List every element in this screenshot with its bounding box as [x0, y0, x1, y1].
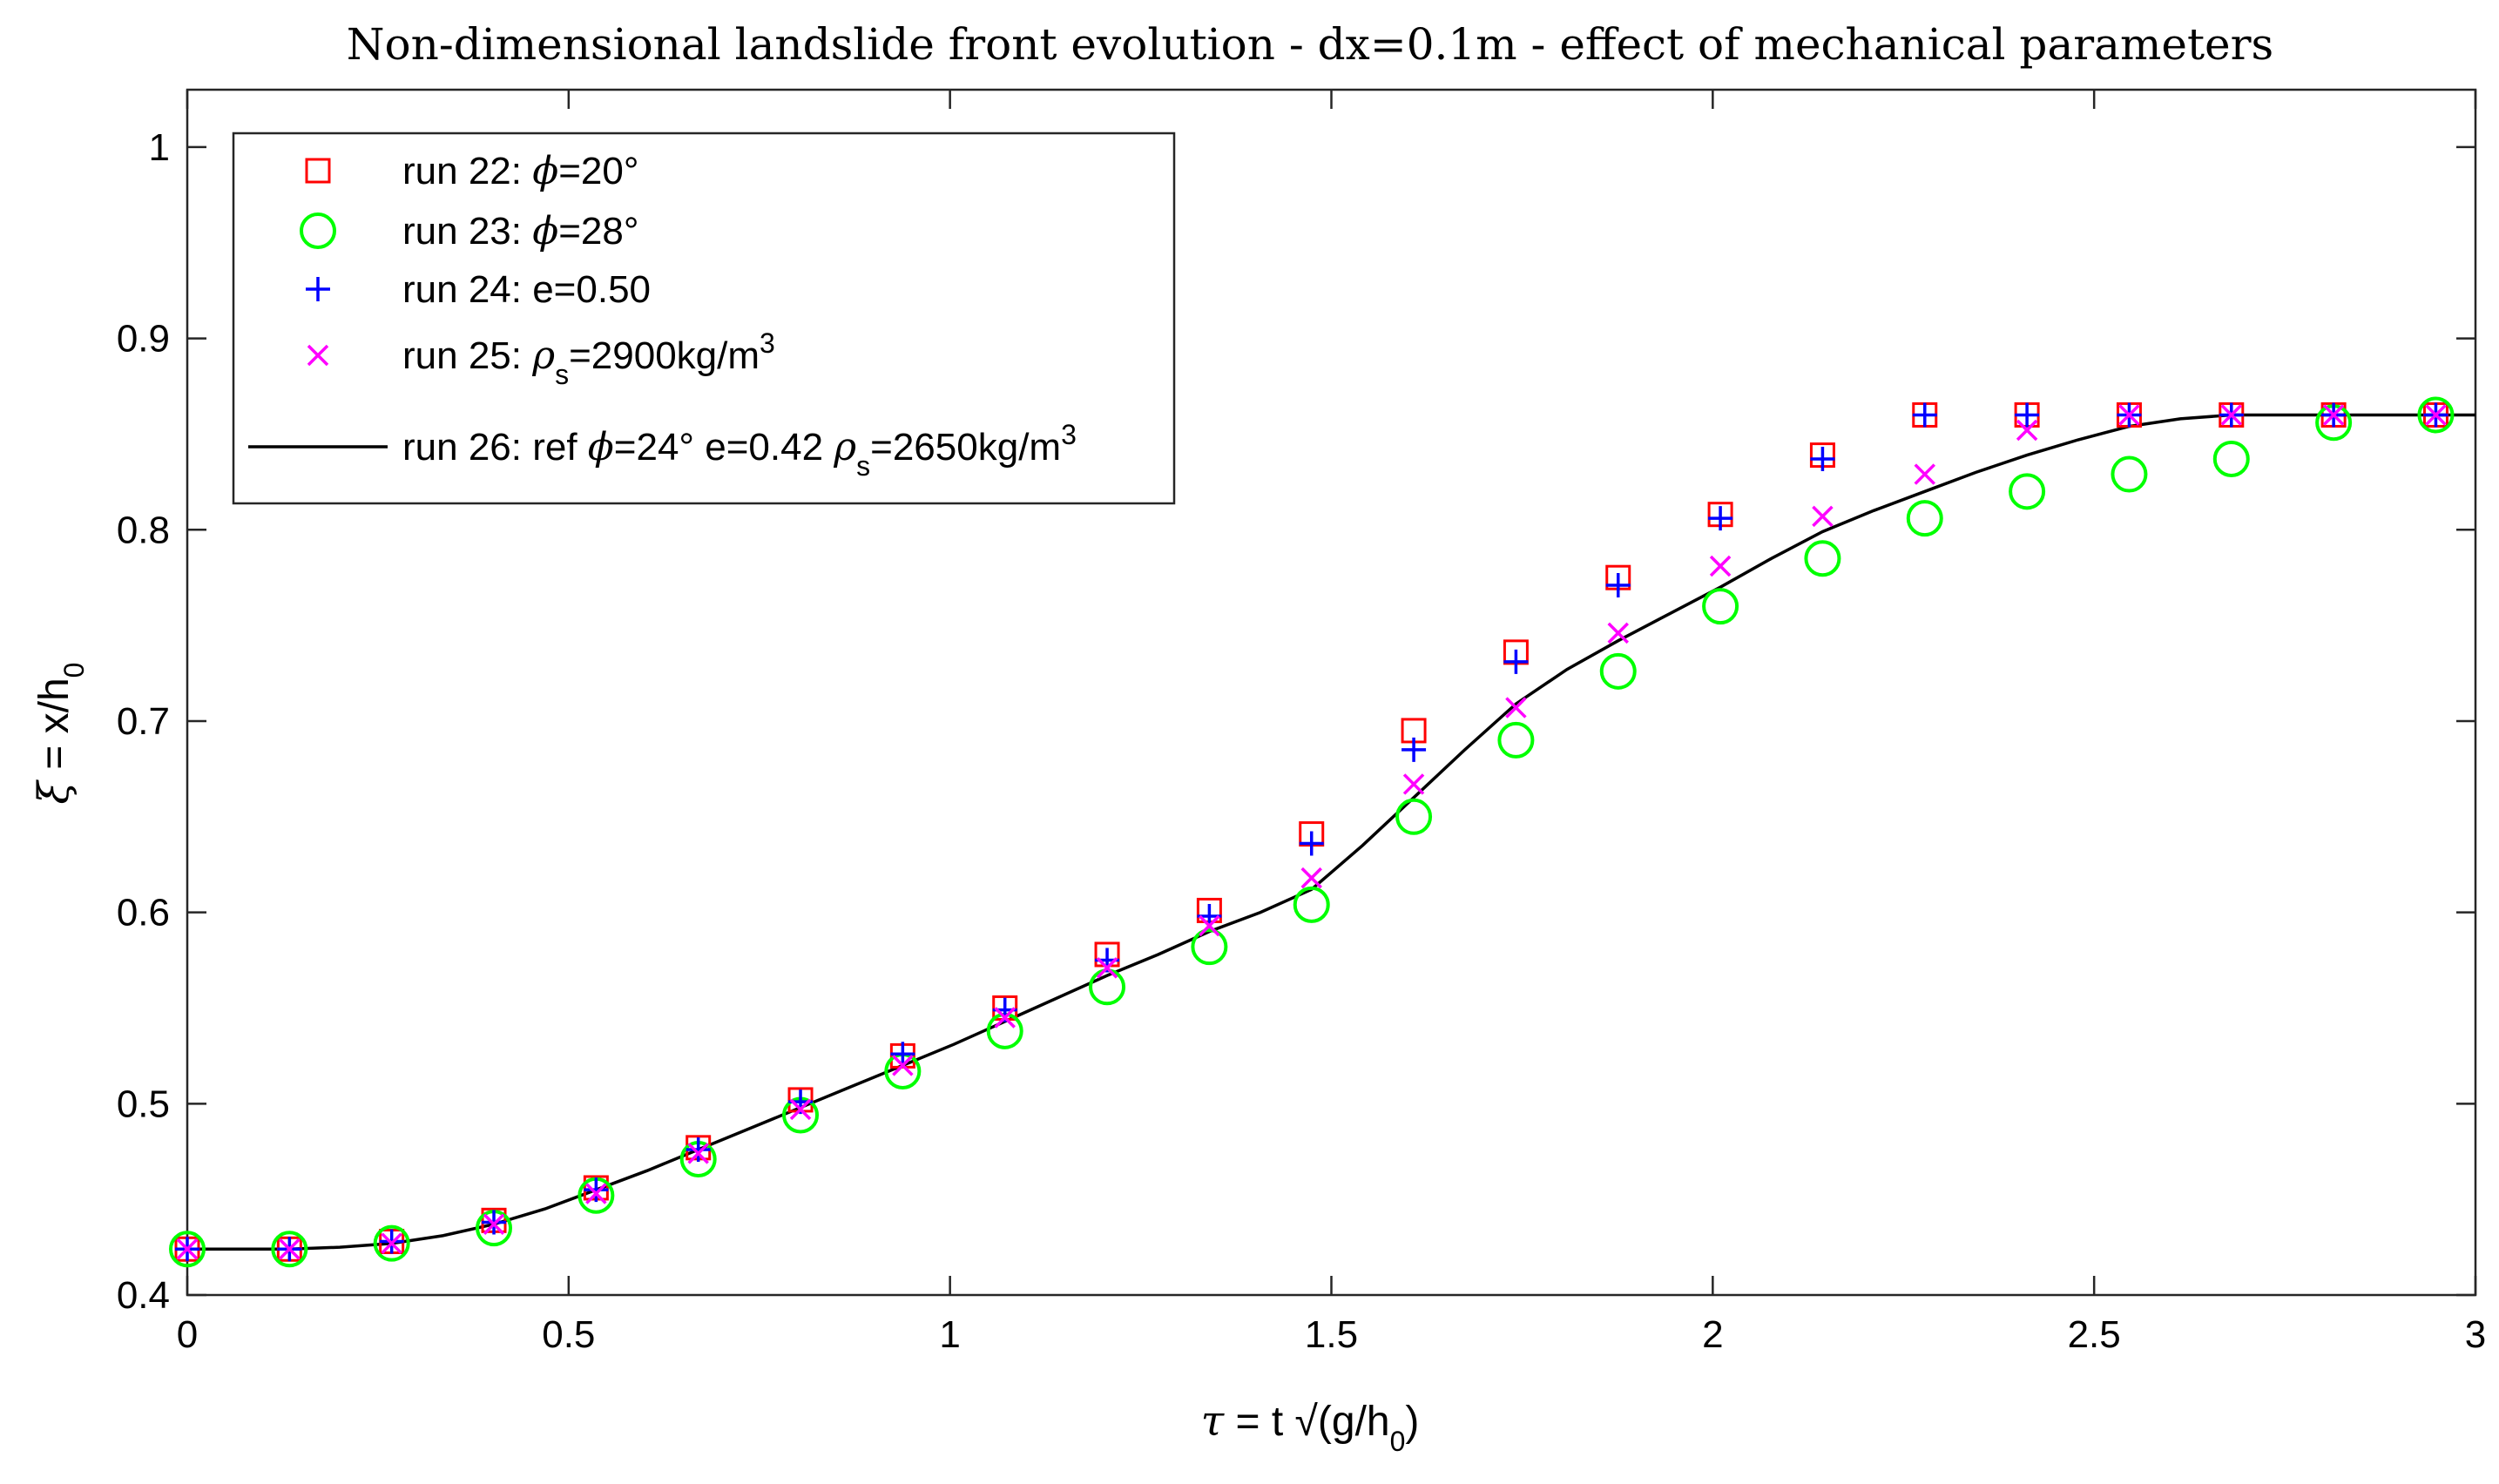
data-point-run-24 — [1708, 506, 1733, 531]
y-tick-label: 0.5 — [117, 1083, 170, 1125]
data-point-run-25 — [1096, 957, 1118, 979]
x-tick-label: 2.5 — [2068, 1313, 2121, 1356]
data-point-run-25 — [381, 1232, 402, 1254]
ticks-layer: 0 0.5 1 1.5 2 2.5 3 0.4 0.5 0.6 0.7 0.8 0.9 1 — [117, 90, 2486, 1356]
data-point-run-25 — [1709, 555, 1732, 577]
data-point-run-25 — [585, 1183, 607, 1204]
x-tick-label: 0.5 — [542, 1313, 595, 1356]
data-point-run-25 — [1402, 773, 1425, 795]
data-point-run-25 — [789, 1098, 812, 1121]
data-point-run-24 — [686, 1137, 711, 1163]
data-point-run-25 — [892, 1055, 914, 1076]
legend-box — [232, 132, 1176, 505]
y-tick-label: 0.8 — [117, 509, 170, 551]
data-point-run-23 — [2111, 455, 2148, 493]
x-tick-label: 0 — [177, 1313, 198, 1356]
data-point-run-24 — [1810, 446, 1835, 471]
legend-marker-swatch — [307, 344, 329, 367]
legend-entry-run-26: run 26: ref ϕ=24° e=0.42 ρs=2650kg/m3 — [248, 419, 1077, 482]
series-run-25 — [176, 404, 2447, 1260]
data-point-run-23 — [2009, 473, 2046, 510]
data-point-run-24 — [1503, 649, 1529, 674]
x-tick-label: 1.5 — [1305, 1313, 1358, 1356]
x-tick-label: 1 — [939, 1313, 960, 1356]
data-point-run-23 — [1906, 500, 1943, 537]
data-point-run-23 — [271, 1231, 308, 1268]
data-point-run-25 — [1505, 697, 1527, 718]
y-axis-label: ξ = x/h0 — [30, 663, 90, 805]
data-point-run-25 — [483, 1213, 505, 1235]
data-point-run-25 — [2425, 404, 2447, 426]
y-tick-label: 0.4 — [117, 1274, 170, 1317]
data-point-run-23 — [1191, 928, 1228, 966]
legend-label: run 24: e=0.50 — [402, 268, 651, 311]
data-point-run-25 — [2220, 404, 2243, 426]
legend-label: run 25: ρs=2900kg/m3 — [402, 327, 775, 390]
data-point-run-23 — [1497, 721, 1535, 759]
data-point-run-23 — [1804, 540, 1841, 577]
y-tick-label: 0.6 — [117, 892, 170, 934]
data-point-run-23 — [169, 1231, 206, 1268]
data-point-run-25 — [2118, 404, 2140, 426]
data-point-run-25 — [1607, 622, 1629, 644]
y-tick-label: 1 — [149, 126, 170, 169]
data-point-run-23 — [1599, 652, 1637, 690]
legend-label: run 22: ϕ=20° — [402, 149, 638, 193]
y-tick-label: 0.9 — [117, 318, 170, 361]
legend: run 22: ϕ=20° run 23: ϕ=28° run 24: e=0.50… — [232, 132, 1176, 505]
legend-marker-swatch — [305, 158, 331, 184]
data-point-run-25 — [1300, 867, 1322, 889]
data-point-run-24 — [1299, 831, 1324, 856]
data-point-run-25 — [176, 1238, 199, 1260]
data-point-run-23 — [1293, 886, 1330, 923]
x-tick-label: 2 — [1702, 1313, 1723, 1356]
markers-layer — [169, 396, 2455, 1268]
data-point-run-24 — [584, 1177, 609, 1203]
data-point-run-25 — [687, 1143, 709, 1164]
data-point-run-23 — [1395, 798, 1433, 835]
legend-entry-run-25: run 25: ρs=2900kg/m3 — [307, 327, 775, 390]
data-point-run-25 — [279, 1238, 301, 1260]
data-point-run-24 — [890, 1042, 915, 1067]
legend-marker-swatch — [300, 212, 336, 249]
legend-label: run 26: ref ϕ=24° e=0.42 ρs=2650kg/m3 — [402, 419, 1077, 482]
x-axis-label: τ = t √(g/h0) — [1201, 1397, 1420, 1457]
data-point-run-23 — [2417, 396, 2455, 434]
legend-entry-run-23: run 23: ϕ=28° — [300, 209, 638, 253]
x-tick-label: 3 — [2465, 1313, 2486, 1356]
data-point-run-25 — [1812, 505, 1834, 528]
data-point-run-25 — [2322, 404, 2345, 426]
data-point-run-25 — [994, 1007, 1016, 1029]
legend-entry-run-22: run 22: ϕ=20° — [305, 149, 638, 193]
legend-marker-swatch — [306, 277, 330, 301]
legend-entry-run-24: run 24: e=0.50 — [306, 268, 651, 311]
y-tick-label: 0.7 — [117, 700, 170, 743]
data-point-run-24 — [1605, 572, 1631, 597]
data-point-run-25 — [1914, 463, 1936, 485]
data-point-run-25 — [1199, 914, 1220, 937]
data-point-run-24 — [1912, 402, 1937, 428]
data-point-run-24 — [1401, 737, 1427, 762]
data-point-run-23 — [1702, 588, 1739, 625]
data-point-run-23 — [373, 1224, 410, 1262]
data-point-run-23 — [2212, 440, 2250, 477]
chart-title: Non-dimensional landslide front evolutio… — [347, 19, 2273, 70]
legend-label: run 23: ϕ=28° — [402, 209, 638, 253]
data-point-run-25 — [2016, 419, 2038, 442]
data-point-run-24 — [2015, 402, 2040, 428]
